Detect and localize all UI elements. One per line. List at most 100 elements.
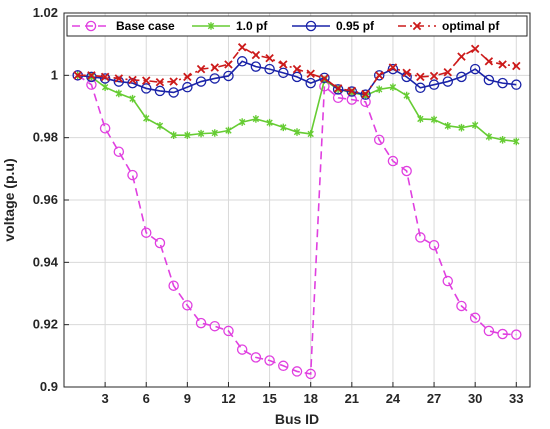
data-point (376, 85, 383, 94)
data-point (211, 129, 218, 137)
data-point (182, 81, 193, 93)
data-point (457, 52, 466, 61)
data-point (511, 79, 522, 90)
data-point (236, 56, 248, 67)
data-point (73, 71, 82, 80)
legend-label: optimal pf (442, 19, 500, 33)
data-point (278, 360, 289, 372)
data-point (209, 320, 221, 332)
legend-item-optimal-pf: optimal pf (398, 19, 500, 33)
legend-item-0-95-pf: 0.95 pf (292, 19, 375, 33)
y-tick-label: 1 (51, 67, 58, 82)
legend-marker (412, 21, 422, 31)
data-point (347, 86, 357, 96)
data-point (266, 118, 273, 127)
series-optimal-pf (73, 43, 521, 99)
series-base-case (72, 70, 522, 380)
data-point (498, 60, 507, 69)
data-point (484, 57, 494, 66)
data-point (140, 83, 152, 94)
series-0-95-pf (72, 56, 522, 100)
data-point (250, 352, 262, 363)
data-point (332, 92, 344, 104)
data-point (305, 368, 316, 380)
series-1-0-pf (74, 71, 520, 146)
data-point (442, 275, 454, 287)
data-point (168, 87, 179, 98)
x-tick-label: 30 (468, 391, 482, 406)
data-point (184, 131, 191, 139)
data-point (511, 329, 522, 340)
data-point (373, 134, 385, 146)
y-tick-label: 0.94 (33, 254, 59, 269)
data-point (361, 89, 370, 99)
legend-marker (305, 20, 317, 32)
x-tick-label: 27 (427, 391, 441, 406)
data-point (278, 67, 289, 79)
data-point (223, 325, 234, 337)
data-point (195, 76, 207, 87)
legend-label: 0.95 pf (336, 19, 375, 33)
y-axis-label: voltage (p.u) (1, 158, 17, 241)
data-point (223, 70, 234, 82)
data-point (113, 146, 125, 157)
data-point (237, 43, 247, 52)
x-tick-label: 15 (262, 391, 276, 406)
data-point (415, 82, 426, 94)
data-point (442, 76, 454, 87)
data-point (183, 72, 192, 82)
data-point (154, 237, 166, 249)
data-point (456, 71, 467, 83)
data-point (128, 75, 137, 85)
data-point (127, 169, 138, 181)
data-point (401, 165, 412, 177)
legend-marker (207, 22, 215, 30)
data-point (307, 130, 314, 138)
x-tick-label: 24 (386, 391, 401, 406)
data-point (417, 115, 424, 123)
data-point (264, 355, 275, 366)
data-point (141, 76, 151, 85)
data-point (291, 71, 303, 83)
data-point (333, 84, 343, 93)
data-point (429, 71, 439, 81)
data-point (499, 136, 506, 144)
data-point (251, 50, 261, 60)
legend-item-1-0-pf: 1.0 pf (192, 19, 268, 33)
data-point (291, 366, 303, 377)
data-point (169, 77, 178, 86)
data-point (374, 71, 384, 80)
y-tick-label: 0.9 (40, 379, 58, 394)
legend-label: Base case (116, 19, 175, 33)
data-point (483, 325, 495, 337)
data-point (197, 129, 205, 138)
data-point (156, 122, 164, 130)
x-tick-label: 9 (184, 391, 191, 406)
x-axis-label: Bus ID (275, 411, 319, 427)
data-point (403, 91, 410, 100)
x-tick-label: 12 (221, 391, 235, 406)
data-point (332, 84, 344, 95)
data-point (513, 137, 520, 146)
x-tick-label: 18 (303, 391, 317, 406)
data-point (101, 83, 109, 91)
data-point (252, 115, 260, 123)
data-point (265, 53, 274, 63)
data-point (497, 328, 508, 340)
data-point (87, 71, 96, 80)
series-layer (72, 43, 522, 380)
x-tick-label: 6 (143, 391, 150, 406)
data-point (320, 74, 329, 83)
data-point (512, 61, 521, 71)
data-point (280, 123, 287, 132)
data-point (225, 126, 232, 135)
data-point (373, 70, 385, 81)
data-point (469, 312, 481, 324)
data-point (430, 115, 438, 124)
data-point (415, 232, 426, 243)
data-point (293, 128, 301, 136)
data-point (443, 67, 453, 77)
data-point (195, 317, 207, 329)
data-point (114, 74, 124, 83)
